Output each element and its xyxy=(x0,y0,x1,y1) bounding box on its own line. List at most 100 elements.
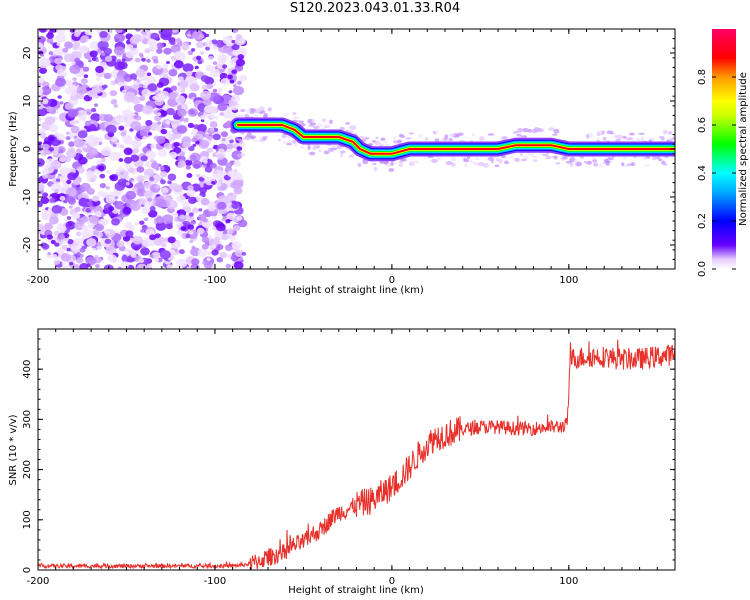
noise-speckle xyxy=(156,126,162,132)
colorbar: 0.0 0.2 0.4 0.6 0.8 Normalized spectral ampl… xyxy=(697,29,749,277)
noise-speckle xyxy=(110,99,118,105)
noise-speckle xyxy=(76,86,87,95)
noise-speckle xyxy=(185,75,196,85)
noise-speckle xyxy=(82,66,90,72)
noise-speckle xyxy=(125,182,130,186)
haze-speckle xyxy=(386,164,391,168)
noise-speckle xyxy=(147,197,153,202)
haze-speckle xyxy=(491,160,494,164)
haze-speckle xyxy=(638,132,645,135)
heatmap-ytick-label: 20 xyxy=(22,47,33,60)
noise-speckle xyxy=(182,201,190,208)
noise-speckle xyxy=(56,69,65,77)
noise-speckle xyxy=(154,196,159,200)
noise-speckle xyxy=(100,146,112,157)
noise-speckle xyxy=(176,195,186,203)
noise-speckle xyxy=(120,145,125,149)
haze-speckle xyxy=(448,137,453,141)
noise-speckle xyxy=(92,247,96,251)
noise-speckle xyxy=(55,77,66,87)
noise-speckle xyxy=(56,133,65,141)
noise-speckle xyxy=(206,83,214,90)
noise-speckle xyxy=(94,169,100,175)
haze-speckle xyxy=(348,154,354,157)
noise-speckle xyxy=(130,121,142,131)
noise-speckle xyxy=(59,175,66,181)
noise-speckle xyxy=(156,112,162,117)
noise-speckle xyxy=(187,50,194,56)
noise-speckle xyxy=(155,136,166,144)
noise-speckle xyxy=(117,81,124,87)
noise-speckle xyxy=(97,82,103,87)
noise-speckle xyxy=(124,91,136,101)
noise-speckle xyxy=(218,209,224,214)
noise-speckle xyxy=(76,148,82,154)
haze-speckle xyxy=(286,142,293,146)
noise-speckle xyxy=(132,141,141,148)
noise-speckle xyxy=(160,179,166,185)
noise-speckle xyxy=(207,205,216,212)
noise-speckle xyxy=(147,38,157,47)
snr-ytick-label: 300 xyxy=(22,410,33,429)
haze-speckle xyxy=(575,161,582,167)
haze-speckle xyxy=(463,159,469,163)
noise-speckle xyxy=(101,192,109,199)
noise-speckle xyxy=(86,134,97,144)
haze-speckle xyxy=(616,134,624,140)
haze-speckle xyxy=(512,131,519,134)
noise-speckle xyxy=(135,69,146,77)
haze-speckle xyxy=(397,139,403,143)
noise-speckle xyxy=(78,45,89,54)
noise-speckle xyxy=(223,47,231,54)
noise-speckle xyxy=(149,234,157,241)
noise-speckle xyxy=(204,40,213,48)
noise-speckle xyxy=(61,262,66,266)
noise-speckle xyxy=(236,215,243,221)
noise-speckle xyxy=(202,218,208,223)
noise-speckle xyxy=(184,159,193,166)
noise-speckle xyxy=(55,64,64,71)
haze-speckle xyxy=(527,128,533,133)
noise-speckle xyxy=(182,63,194,73)
haze-speckle xyxy=(418,134,423,138)
noise-speckle xyxy=(146,76,156,84)
noise-speckle xyxy=(120,261,130,269)
colorbar-tick-label: 0.0 xyxy=(697,261,708,277)
haze-speckle xyxy=(252,139,260,142)
noise-speckle xyxy=(192,30,204,40)
noise-speckle xyxy=(141,88,151,97)
haze-speckle xyxy=(662,129,669,135)
noise-speckle xyxy=(179,151,185,157)
noise-speckle xyxy=(211,249,219,256)
noise-speckle xyxy=(132,147,140,154)
noise-speckle xyxy=(178,191,184,195)
noise-speckle xyxy=(66,216,72,220)
noise-speckle xyxy=(148,132,152,136)
noise-speckle xyxy=(55,29,66,35)
haze-speckle xyxy=(282,140,289,144)
noise-speckle xyxy=(109,151,120,161)
noise-speckle xyxy=(48,124,59,132)
noise-speckle xyxy=(201,84,208,90)
haze-speckle xyxy=(375,136,379,139)
noise-speckle xyxy=(229,79,235,84)
noise-speckle xyxy=(114,33,125,43)
noise-speckle xyxy=(171,124,177,129)
noise-speckle xyxy=(204,105,214,114)
noise-speckle xyxy=(225,219,231,224)
noise-speckle xyxy=(198,176,205,182)
noise-speckle xyxy=(136,188,147,197)
noise-speckle xyxy=(91,57,97,61)
haze-speckle xyxy=(596,131,602,135)
noise-speckle xyxy=(78,156,88,165)
haze-speckle xyxy=(609,132,615,135)
snr-xtick-label: -200 xyxy=(27,576,50,587)
snr-plot-area xyxy=(38,339,675,570)
haze-speckle xyxy=(504,160,509,164)
noise-speckle xyxy=(38,107,48,117)
noise-speckle xyxy=(225,263,231,269)
haze-speckle xyxy=(552,133,558,136)
haze-speckle xyxy=(586,160,592,165)
noise-speckle xyxy=(114,196,119,200)
noise-speckle xyxy=(181,105,186,110)
